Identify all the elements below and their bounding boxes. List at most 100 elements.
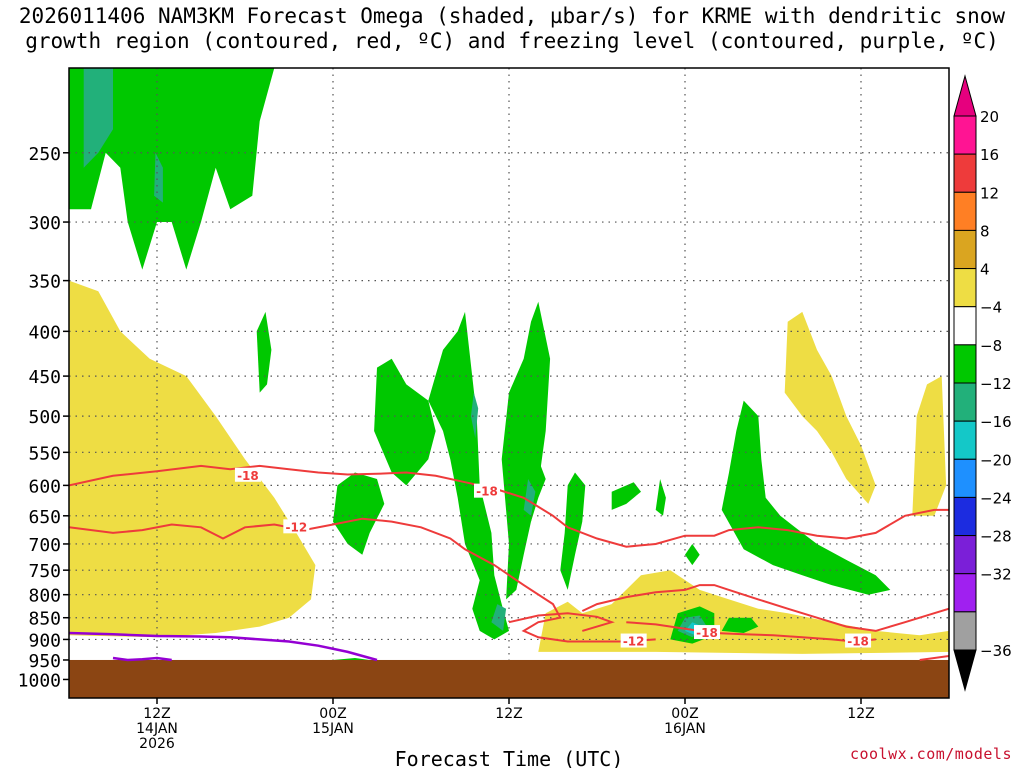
omega-area-24 [154,152,163,203]
ground-mask [69,659,949,698]
contour-lines: -18 -12 -18 -12 -18 -18 [69,464,949,662]
colorbar-top-arrow [953,74,977,117]
colorbar: 20 16 12 8 4 −4 −8 −12 −16 −20 −24 −28 −32 −36 [953,74,1012,692]
x-tick-label: 00Z [319,706,346,722]
y-tick-label: 550 [28,443,61,464]
colorbar-swatch [953,382,977,422]
colorbar-label: −36 [980,642,1012,660]
x-tick-label: 14JAN [136,721,178,737]
dendritic-contour-5 [508,612,615,632]
dendritic-contour-label: -18 [237,469,259,483]
y-axis: 2503003504004505005506006507007508008509… [18,144,69,691]
colorbar-label: 8 [980,222,990,240]
x-tick-label: 00Z [671,706,698,722]
colorbar-swatch [953,420,977,460]
contour-label-bg [234,467,261,482]
omega-area-17 [721,617,759,633]
colorbar-swatch [953,458,977,498]
omega-area-19 [721,400,891,595]
colorbar-swatch [953,306,977,346]
colorbar-swatch [953,191,977,231]
contour-label-bg [845,633,872,648]
x-tick-label: 12Z [143,706,170,722]
y-tick-label: 700 [28,535,61,556]
dendritic-contour-0 [69,464,949,548]
ground-below-surface [69,659,949,698]
omega-area-9 [256,311,272,393]
x-tick-label: 16JAN [664,721,706,737]
y-tick-label: 950 [28,651,61,672]
dendritic-contour-label: -12 [285,520,307,534]
colorbar-swatch [953,496,977,537]
omega-area-21 [685,544,700,566]
y-tick-label: 300 [28,213,61,234]
contour-label-bg [474,483,500,498]
y-tick-label: 800 [28,586,61,607]
contour-label-bg [694,625,720,640]
colorbar-label: −16 [980,413,1012,431]
colorbar-label: 4 [980,261,990,279]
x-axis-label: Forecast Time (UTC) [395,747,624,768]
freezing-level-contour-0 [69,631,378,662]
dendritic-contour-label: -12 [623,635,645,649]
contour-label-bg [620,633,647,648]
colorbar-label: 20 [980,108,999,126]
colorbar-bottom-arrow [953,649,977,692]
colorbar-label: −32 [980,566,1012,584]
omega-area-10 [333,472,385,555]
x-tick-label: 12Z [847,706,874,722]
x-tick-label: 2026 [139,736,175,752]
site-credit: coolwx.com/models [849,745,1012,763]
dendritic-contour-label: -18 [476,485,498,499]
y-tick-label: 750 [28,561,61,582]
colorbar-swatch [953,268,977,308]
contour-label-bg [283,519,310,534]
y-tick-label: 450 [28,367,61,388]
colorbar-label: −20 [980,451,1012,469]
chart-title-line1: 2026011406 NAM3KM Forecast Omega (shaded… [18,4,1006,28]
colorbar-swatch [953,573,977,613]
x-tick-label: 12Z [495,706,522,722]
colorbar-swatch [953,535,977,575]
y-tick-label: 250 [28,144,61,165]
omega-area-6 [784,311,876,504]
omega-area-5 [538,570,949,654]
chart-title-line2: growth region (contoured, red, ºC) and f… [25,29,999,53]
x-tick-label: 15JAN [312,721,354,737]
colorbar-label: 16 [980,146,999,164]
omega-area-27 [523,479,536,516]
omega-area-12 [428,311,509,640]
y-tick-label: 900 [28,630,61,651]
colorbar-label: −28 [980,528,1012,546]
colorbar-swatch [953,344,977,384]
colorbar-swatch [953,115,977,155]
freezing-level-contour-1 [112,656,172,662]
y-tick-label: 650 [28,507,61,528]
colorbar-label: 12 [980,184,999,202]
grid [69,68,949,660]
colorbar-swatch [953,229,977,270]
omega-area-20 [655,479,666,516]
colorbar-swatch [953,153,977,193]
omega-area-18 [611,482,641,510]
dendritic-contour-4 [626,621,876,643]
dendritic-contour-1 [69,517,656,643]
y-tick-label: 1000 [18,670,61,691]
omega-area-4 [69,280,316,638]
y-tick-label: 600 [28,476,61,497]
dendritic-contour-3 [581,584,949,632]
dendritic-contour-6 [919,655,949,661]
colorbar-label: −24 [980,489,1012,507]
omega-area-7 [912,376,947,516]
colorbar-swatch [953,611,977,651]
colorbar-label: −12 [980,375,1012,393]
y-tick-label: 400 [28,322,61,343]
omega-area-14 [560,472,586,590]
omega-area-28 [470,392,479,439]
omega-area-8 [69,68,275,270]
dendritic-contour-label: -18 [696,626,718,640]
dendritic-contour-label: -18 [847,635,869,649]
y-tick-label: 500 [28,407,61,428]
